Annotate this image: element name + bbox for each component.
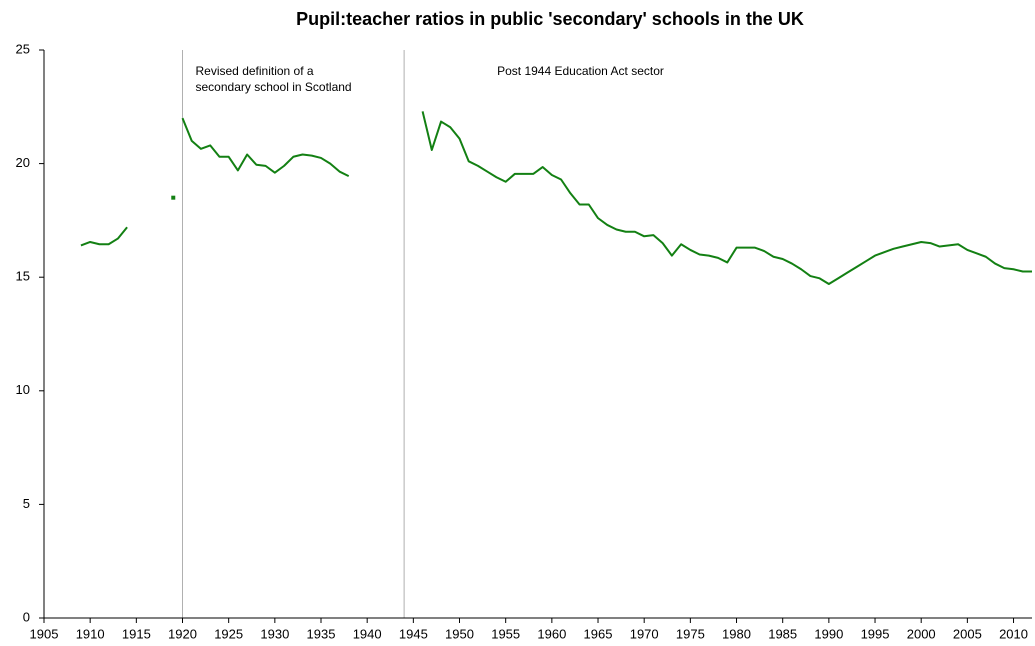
x-tick-label: 1915 bbox=[122, 626, 151, 641]
x-tick-label: 1965 bbox=[584, 626, 613, 641]
y-tick-label: 25 bbox=[16, 41, 30, 56]
x-tick-label: 1940 bbox=[353, 626, 382, 641]
point bbox=[171, 195, 176, 200]
x-tick-label: 1935 bbox=[307, 626, 336, 641]
x-tick-label: 1930 bbox=[260, 626, 289, 641]
y-tick-label: 20 bbox=[16, 155, 30, 170]
x-tick-label: 1920 bbox=[168, 626, 197, 641]
chart-title: Pupil:teacher ratios in public 'secondar… bbox=[296, 9, 804, 29]
x-tick-label: 1980 bbox=[722, 626, 751, 641]
x-tick-label: 1970 bbox=[630, 626, 659, 641]
x-tick-label: 1905 bbox=[30, 626, 59, 641]
y-tick-label: 0 bbox=[23, 609, 30, 624]
x-tick-label: 1945 bbox=[399, 626, 428, 641]
annotation: Revised definition of a bbox=[196, 64, 314, 78]
x-tick-label: 2005 bbox=[953, 626, 982, 641]
x-tick-label: 1925 bbox=[214, 626, 243, 641]
x-tick-label: 2010 bbox=[999, 626, 1028, 641]
x-tick-label: 1995 bbox=[861, 626, 890, 641]
x-tick-label: 1975 bbox=[676, 626, 705, 641]
annotation: secondary school in Scotland bbox=[196, 80, 352, 94]
x-tick-label: 1985 bbox=[768, 626, 797, 641]
x-tick-label: 2000 bbox=[907, 626, 936, 641]
y-tick-label: 5 bbox=[23, 496, 30, 511]
line bbox=[80, 111, 1032, 286]
x-tick-label: 1910 bbox=[76, 626, 105, 641]
x-tick-label: 1960 bbox=[537, 626, 566, 641]
y-tick-label: 15 bbox=[16, 269, 30, 284]
annotation: Post 1944 Education Act sector bbox=[497, 64, 664, 78]
x-tick-label: 1955 bbox=[491, 626, 520, 641]
x-tick-label: 1950 bbox=[445, 626, 474, 641]
x-tick-label: 1990 bbox=[814, 626, 843, 641]
y-tick-label: 10 bbox=[16, 382, 30, 397]
